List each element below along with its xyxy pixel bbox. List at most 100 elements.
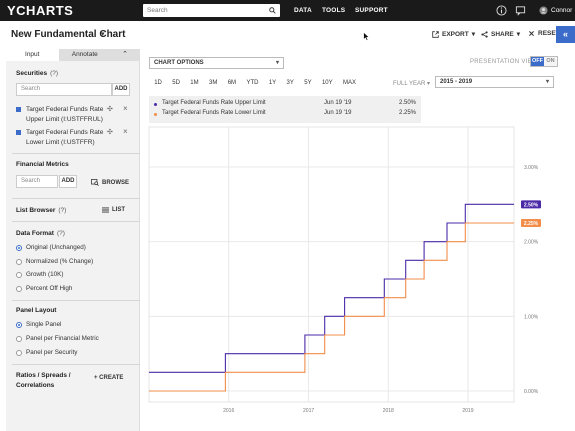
series-line [149,203,514,373]
toggle-off[interactable]: OFF [531,57,544,66]
browse-button[interactable]: BROWSE [91,179,129,186]
toggle-on[interactable]: ON [544,57,557,66]
range-6m-button[interactable]: 6M [227,80,237,86]
global-search-input[interactable] [143,4,261,17]
securities-heading: Securities (?) [16,70,59,77]
y-tick-label: 3.00% [524,165,539,171]
user-name: Connor [551,6,573,14]
nav-tools-link[interactable]: TOOLS [322,7,346,14]
collapse-panel-button[interactable]: « [556,26,575,43]
series-end-label-badge [521,219,541,227]
range-5y-button[interactable]: 5Y [304,80,312,86]
data-format-heading: Data Format (?) [16,230,65,237]
chart-area: CHART OPTIONS ▾ PRESENTATION VIEW OFF ON … [140,49,562,431]
range-1d-button[interactable]: 1D [154,80,162,86]
y-tick-label: 1.00% [524,314,539,320]
panel-tabs: Input Annotate ⌃ [6,49,139,61]
divider [12,153,140,154]
ycharts-logo[interactable]: YCHARTS [7,3,74,18]
x-tick-label: 2016 [223,408,234,414]
date-range-value: 2015 - 2019 [440,79,473,85]
nav-data-link[interactable]: DATA [294,7,312,14]
radio-selected-icon[interactable] [16,321,22,328]
range-3y-button[interactable]: 3Y [286,80,294,86]
list-browser-help-icon[interactable]: (?) [58,207,67,214]
radio-icon[interactable] [16,258,22,265]
range-ytd-button[interactable]: YTD [246,80,259,86]
radio-icon[interactable] [16,335,22,342]
series-end-label: 2.50% [524,202,539,208]
time-range-buttons: 1D 5D 1M 3M 6M YTD 1Y 3Y 5Y 10Y MAX [149,78,361,88]
info-icon[interactable] [496,5,507,16]
option-label: Panel per Financial Metric [26,335,99,342]
date-range-dropdown[interactable]: 2015 - 2019 ▾ [435,76,554,88]
move-handle-icon[interactable]: ✣ [107,106,113,113]
search-icon[interactable] [269,7,276,14]
divider [12,198,140,199]
list-label: LIST [112,207,125,213]
remove-security-icon[interactable]: × [123,127,128,136]
reset-button[interactable]: RESET [528,30,560,37]
data-format-option[interactable]: Normalized (% Change) [16,258,93,265]
chart-options-dropdown[interactable]: CHART OPTIONS ▾ [149,57,284,69]
legend-value: 2.50% [399,100,417,106]
data-format-help-icon[interactable]: (?) [56,230,65,237]
legend-row[interactable]: Target Federal Funds Rate Lower Limit Ju… [154,110,416,120]
page-title[interactable]: New Fundamental Chart [11,29,126,40]
list-button[interactable]: LIST [102,207,125,213]
securities-add-button[interactable]: ADD [112,83,130,96]
radio-icon[interactable] [16,349,22,356]
x-tick-label: 2017 [303,408,314,414]
range-1m-button[interactable]: 1M [190,80,199,86]
full-year-dropdown[interactable]: FULL YEAR ▾ [393,80,430,87]
data-format-option[interactable]: Growth (10K) [16,271,63,278]
panel-layout-heading: Panel Layout [16,307,57,314]
security-name: Target Federal Funds Rate Lower Limit (I… [26,129,104,146]
browse-icon [91,179,99,186]
security-color-swatch[interactable] [16,107,21,112]
nav-support-link[interactable]: SUPPORT [355,7,388,14]
remove-security-icon[interactable]: × [123,104,128,113]
share-button[interactable]: SHARE ▾ [481,30,520,38]
presentation-view-toggle[interactable]: OFF ON [530,56,558,67]
data-format-option[interactable]: Percent Off High [16,285,72,292]
chart-options-label: CHART OPTIONS [154,60,204,66]
securities-search-input[interactable]: Search [16,83,112,96]
panel-layout-option[interactable]: Panel per Financial Metric [16,335,99,342]
radio-icon[interactable] [16,285,22,292]
radio-icon[interactable] [16,271,22,278]
create-ratio-button[interactable]: + CREATE [94,375,124,381]
range-max-button[interactable]: MAX [343,80,357,86]
metrics-add-button[interactable]: ADD [59,175,77,188]
chat-icon[interactable] [515,5,526,16]
tab-annotate[interactable]: Annotate [58,49,111,61]
export-caret-icon: ▾ [471,31,475,38]
panel-layout-option[interactable]: Single Panel [16,321,61,328]
legend-date: Jun 19 '19 [324,100,352,106]
radio-selected-icon[interactable] [16,244,22,251]
chevron-up-icon[interactable]: ⌃ [111,49,139,61]
legend-date: Jun 19 '19 [324,110,352,116]
chart-legend: Target Federal Funds Rate Upper Limit Ju… [149,96,421,123]
move-handle-icon[interactable]: ✣ [107,129,113,136]
securities-help-icon[interactable]: (?) [50,70,59,77]
range-3m-button[interactable]: 3M [209,80,218,86]
line-chart[interactable]: 0.00% 1.00% 2.00% 3.00% 2016 2017 2018 2019 2.50… [140,49,562,431]
range-5d-button[interactable]: 5D [172,80,180,86]
legend-series-name: Target Federal Funds Rate Lower Limit [162,110,266,116]
range-10y-button[interactable]: 10Y [321,80,333,86]
data-format-option[interactable]: Original (Unchanged) [16,244,86,251]
tab-input[interactable]: Input [6,49,59,61]
user-menu[interactable]: Connor [539,4,572,16]
panel-layout-option[interactable]: Panel per Security [16,349,77,356]
range-1y-button[interactable]: 1Y [268,80,277,86]
top-nav: YCHARTS DATA TOOLS SUPPORT Connor [0,0,575,21]
export-button[interactable]: EXPORT ▾ [432,30,475,38]
global-search[interactable] [143,4,280,17]
security-name: Target Federal Funds Rate Upper Limit (I… [26,106,104,123]
metrics-search-input[interactable]: Search [16,175,58,188]
title-dropdown-caret[interactable]: ▾ [101,31,105,38]
security-color-swatch[interactable] [16,130,21,135]
legend-row[interactable]: Target Federal Funds Rate Upper Limit Ju… [154,100,416,110]
export-label: EXPORT [442,30,469,38]
